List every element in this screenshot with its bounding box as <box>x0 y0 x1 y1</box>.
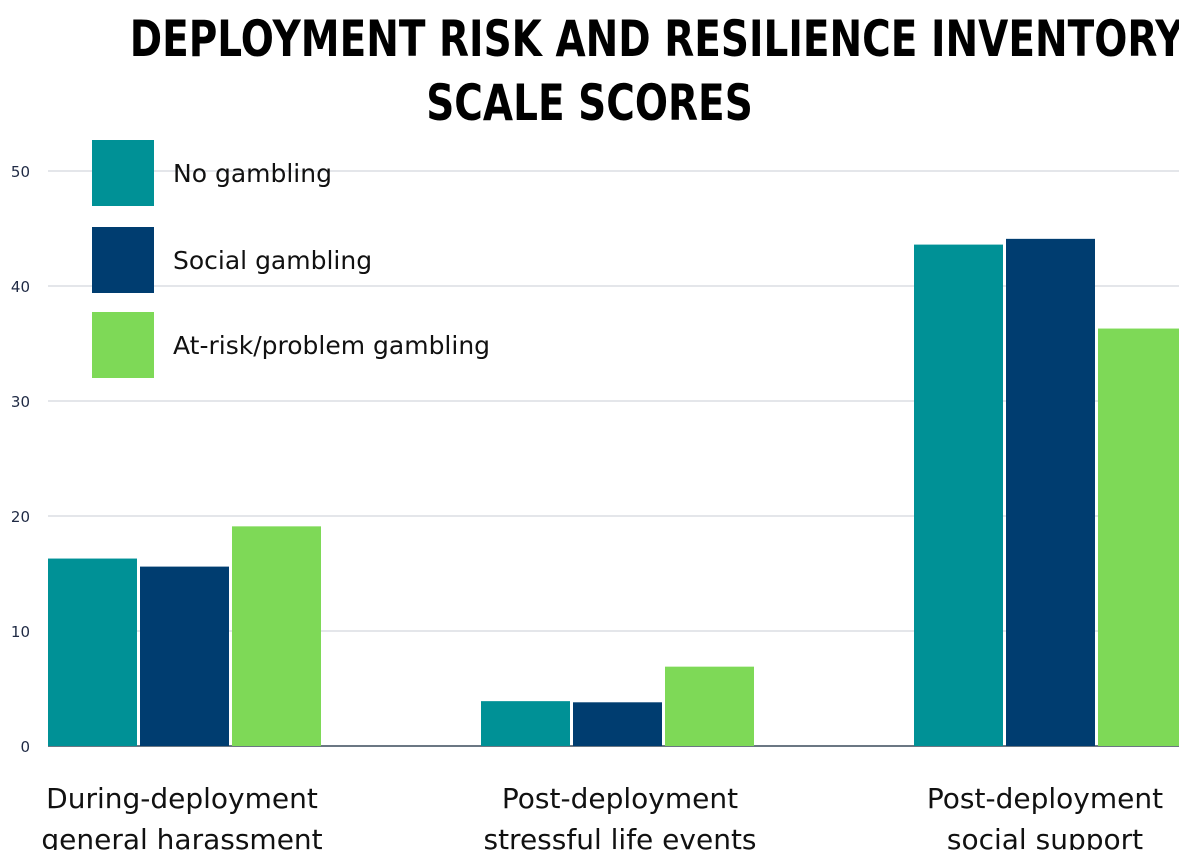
legend-label: At-risk/problem gambling <box>173 331 490 360</box>
x-tick-label: Post-deployment <box>502 782 738 815</box>
bar <box>1098 328 1179 746</box>
y-tick-label: 50 <box>11 163 30 181</box>
bar <box>48 558 137 746</box>
x-tick-label: social support <box>947 823 1143 850</box>
bar <box>481 701 570 746</box>
y-tick-label: 20 <box>11 508 30 526</box>
y-tick-label: 0 <box>20 738 30 756</box>
chart-title-line-1: DEPLOYMENT RISK AND RESILIENCE INVENTORY <box>129 10 1179 68</box>
bar <box>1006 238 1095 746</box>
bar <box>573 702 662 746</box>
bar <box>665 666 754 746</box>
y-tick-label: 30 <box>11 393 30 411</box>
bar <box>232 526 321 746</box>
bar <box>914 244 1003 746</box>
bar <box>140 566 229 746</box>
y-tick-label: 40 <box>11 278 30 296</box>
legend-label: Social gambling <box>173 246 372 275</box>
legend-swatch <box>92 140 154 206</box>
y-tick-label: 10 <box>11 623 30 641</box>
x-tick-label: During-deployment <box>46 782 318 815</box>
x-tick-label: Post-deployment <box>927 782 1163 815</box>
legend-swatch <box>92 312 154 378</box>
legend-swatch <box>92 227 154 293</box>
chart-title-line-2: SCALE SCORES <box>426 74 753 132</box>
legend-label: No gambling <box>173 159 332 188</box>
x-tick-label: stressful life events <box>483 823 756 850</box>
x-tick-label: general harassment <box>41 823 322 850</box>
